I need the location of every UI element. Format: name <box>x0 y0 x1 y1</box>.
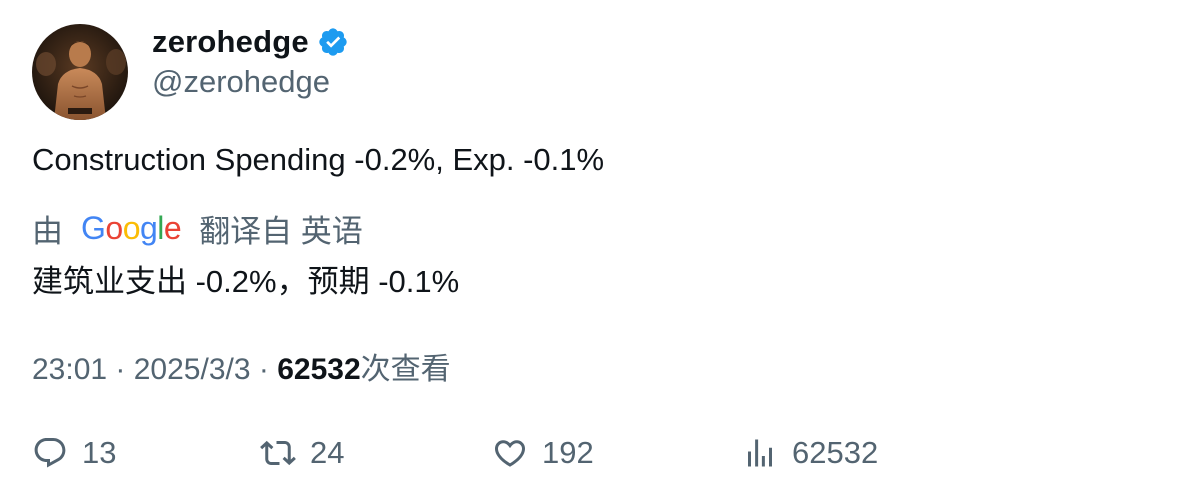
meta-separator: · <box>115 353 134 386</box>
avatar-image <box>32 24 128 120</box>
translated-text: 建筑业支出 -0.2%，预期 -0.1% <box>32 264 460 299</box>
views-button[interactable]: 62532 <box>742 428 878 478</box>
verified-badge-icon <box>317 26 349 58</box>
reply-icon <box>34 438 66 468</box>
tweet-date[interactable]: 2025/3/3 <box>133 353 251 386</box>
translation-label[interactable]: 翻译自 英语 <box>199 213 363 249</box>
author-name-row: zerohedge <box>152 22 349 62</box>
translation-attribution: 由 Google 翻译自 英语 <box>32 208 363 249</box>
retweet-count: 24 <box>310 435 345 470</box>
reply-count: 13 <box>82 435 117 470</box>
views-count: 62532 <box>792 435 879 470</box>
author-handle[interactable]: @zerohedge <box>152 64 330 99</box>
display-name[interactable]: zerohedge <box>152 24 309 59</box>
retweet-button[interactable]: 24 <box>260 428 344 478</box>
view-label: 次查看 <box>360 353 451 386</box>
heart-icon <box>494 440 526 467</box>
view-count: 62532 <box>277 353 361 386</box>
retweet-icon <box>260 440 296 466</box>
tweet-time[interactable]: 23:01 <box>32 353 108 386</box>
reply-button[interactable]: 13 <box>32 428 116 478</box>
like-button[interactable]: 192 <box>492 428 594 478</box>
bar-chart-icon <box>748 439 772 467</box>
translation-prefix: 由 <box>32 213 63 249</box>
action-bar: 13 24 192 62532 <box>32 428 1132 478</box>
tweet-meta: 23:01 · 2025/3/3 · 62532次查看 <box>32 344 451 388</box>
tweet-text: Construction Spending -0.2%, Exp. -0.1% <box>32 142 605 177</box>
google-logo: Google <box>81 209 182 246</box>
like-count: 192 <box>542 435 594 470</box>
meta-separator: · <box>258 353 278 386</box>
avatar[interactable] <box>32 24 128 120</box>
